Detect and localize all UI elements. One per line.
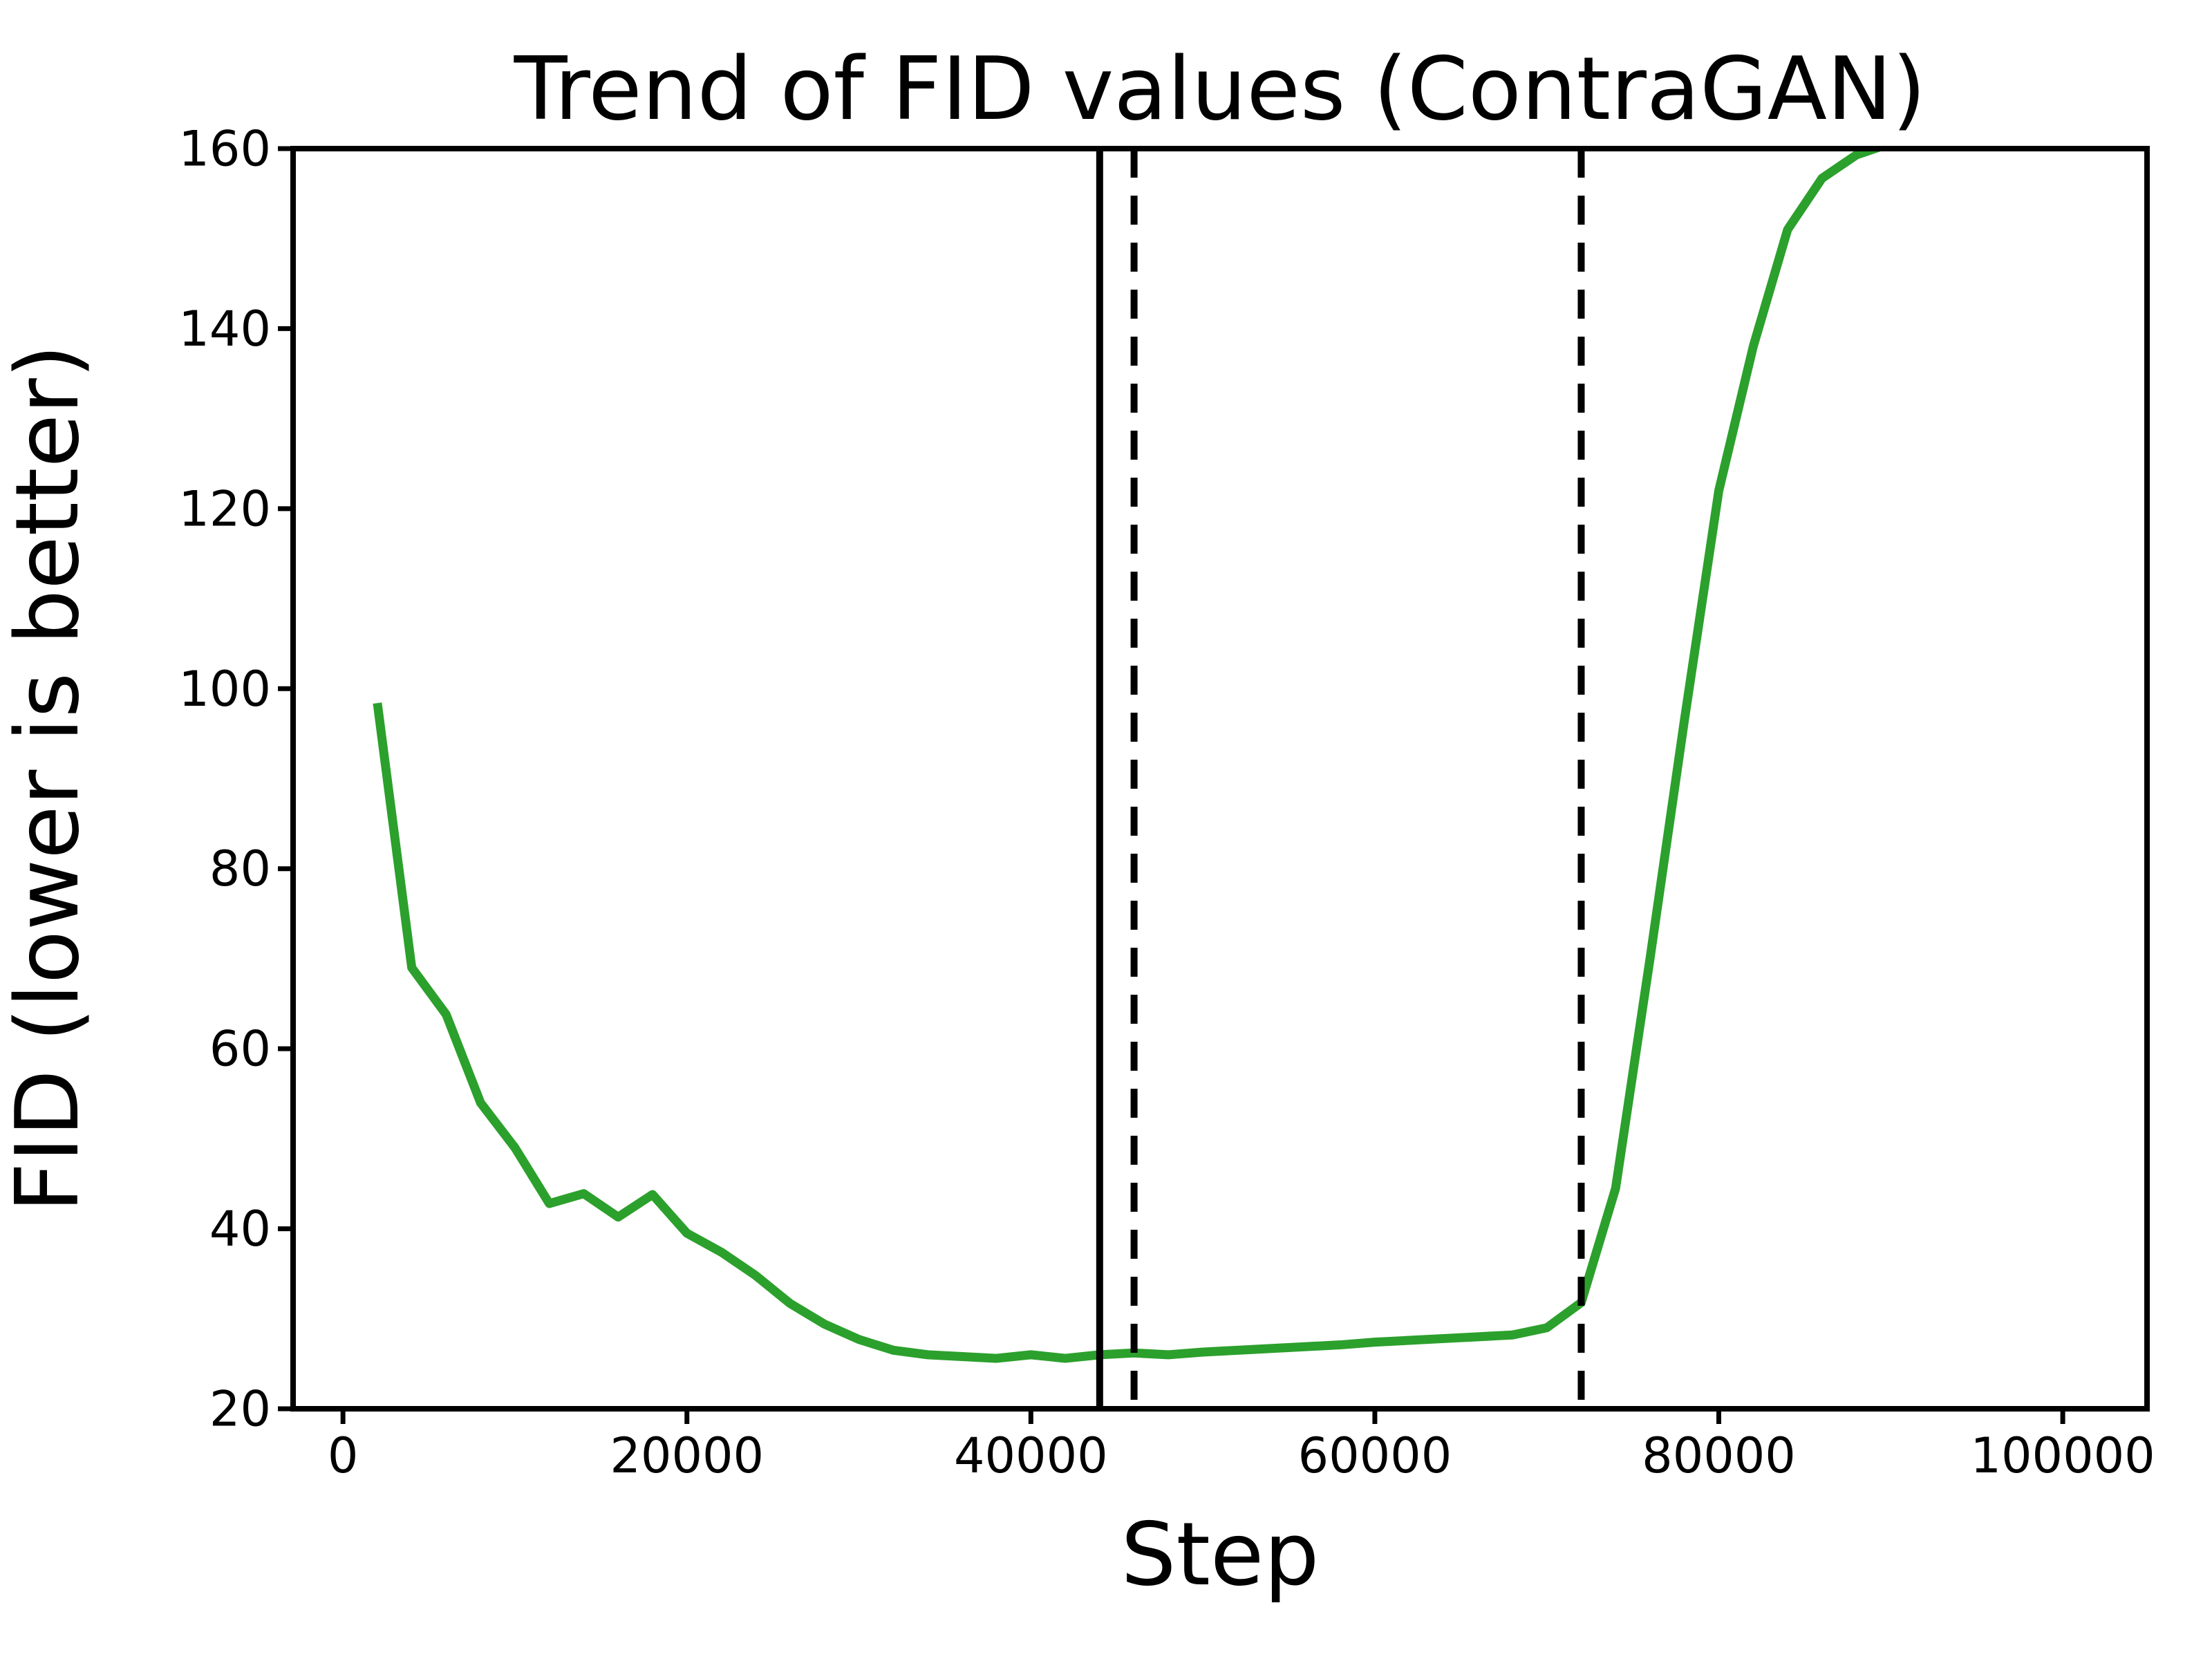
- y-tick-label: 100: [178, 661, 271, 718]
- x-tick-label: 60000: [1298, 1427, 1452, 1484]
- y-tick-label: 80: [209, 841, 271, 897]
- y-tick-label: 20: [209, 1381, 271, 1438]
- plot-area: 0 20000 40000 60000 80000 100000 20 40 60 80 100 12…: [178, 121, 2155, 1485]
- y-tick-label: 160: [178, 121, 271, 178]
- x-tick-label: 80000: [1642, 1427, 1796, 1484]
- x-axis-label: Step: [1121, 1503, 1320, 1605]
- y-tick-label: 60: [209, 1021, 271, 1078]
- y-tick-label: 140: [178, 301, 271, 357]
- x-tick-label: 100000: [1970, 1427, 2155, 1484]
- chart-title: Trend of FID values (ContraGAN): [514, 38, 1927, 140]
- x-tick-label: 0: [328, 1427, 359, 1484]
- y-axis-label: FID (lower is better): [0, 344, 98, 1212]
- x-tick-label: 20000: [610, 1427, 764, 1484]
- x-tick-label: 40000: [954, 1427, 1108, 1484]
- y-tick-label: 40: [209, 1201, 271, 1257]
- axes-spines: [290, 146, 2150, 1412]
- fid-line: [373, 149, 1889, 1363]
- y-tick-label: 120: [178, 480, 271, 537]
